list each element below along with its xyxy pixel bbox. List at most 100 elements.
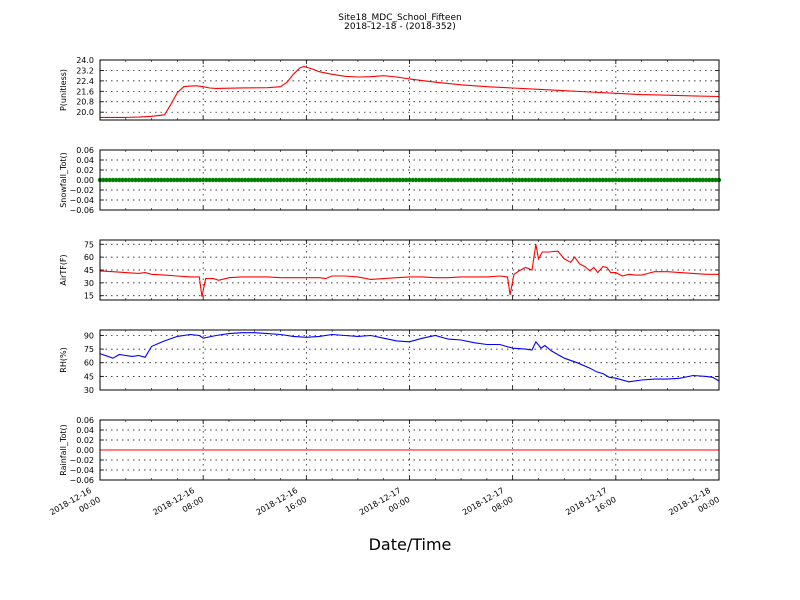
series-point <box>697 177 702 183</box>
series-point <box>700 177 706 183</box>
series-point <box>671 177 677 183</box>
series-point <box>529 177 535 183</box>
series-point <box>155 177 161 183</box>
series-point <box>652 177 657 183</box>
series-point <box>281 177 286 183</box>
series-point <box>707 177 712 183</box>
series-point <box>523 177 528 183</box>
series-point <box>120 177 125 183</box>
y-tick-label: −0.04 <box>69 466 94 475</box>
series-point <box>336 177 341 183</box>
y-axis-label: RH(%) <box>59 347 68 372</box>
series-point <box>491 177 496 183</box>
series-point <box>339 177 344 183</box>
series-point <box>713 177 718 183</box>
series-point <box>542 177 548 183</box>
series-point <box>558 177 564 183</box>
series-point <box>304 177 309 183</box>
series-point <box>194 177 199 183</box>
y-tick-label: 60 <box>84 253 94 262</box>
series-point <box>178 177 183 183</box>
series-point <box>642 177 648 183</box>
series-point <box>497 177 502 183</box>
y-tick-label: 0.04 <box>76 156 94 165</box>
series-point <box>136 177 141 183</box>
series-point <box>555 177 561 183</box>
series-point <box>420 177 425 183</box>
series-point <box>520 177 525 183</box>
panel-3: 15 30 45 60 75 AirTF(F) <box>59 239 720 301</box>
series-point <box>294 177 299 183</box>
axes-frame <box>99 419 720 481</box>
series-point <box>291 177 296 183</box>
y-tick-label: −0.06 <box>69 206 94 215</box>
series-point <box>255 177 261 183</box>
series-point <box>104 177 109 183</box>
y-tick-label: 0.06 <box>76 146 94 155</box>
series-point <box>278 177 283 183</box>
chart-title: Site18_MDC_School_Fifteen <box>338 13 461 23</box>
series-point <box>239 177 245 183</box>
series-point <box>400 177 406 183</box>
series-point <box>375 177 380 183</box>
series-point <box>552 177 557 183</box>
panels: 20.020.8 21.622.4 23.224.0 P(unitless) −0.06… <box>59 56 722 485</box>
series-point <box>175 177 180 183</box>
series-point <box>323 177 328 183</box>
series-point <box>458 177 464 183</box>
series-point <box>639 177 644 183</box>
series-point <box>629 177 635 183</box>
series-point <box>681 177 686 183</box>
series-point <box>142 177 148 183</box>
series-point <box>362 177 367 183</box>
series-point <box>101 177 106 183</box>
y-tick-label: 90 <box>84 331 94 340</box>
series-point <box>649 177 654 183</box>
series-point <box>226 177 232 183</box>
series-point <box>307 177 312 183</box>
series-point <box>691 177 696 183</box>
series-point <box>668 177 673 183</box>
y-tick-label: 75 <box>84 345 94 354</box>
series-point <box>191 177 196 183</box>
series-point <box>133 177 138 183</box>
series-point <box>594 177 599 183</box>
series-point <box>452 177 457 183</box>
series-point <box>236 177 241 183</box>
series-point <box>484 177 490 183</box>
series-point <box>310 177 315 183</box>
series-point <box>494 177 499 183</box>
series-point <box>258 177 264 183</box>
series-point <box>578 177 583 183</box>
y-tick-label: 21.6 <box>76 87 94 96</box>
series-point <box>504 177 509 183</box>
series-point <box>213 177 219 183</box>
y-axis-label: P(unitless) <box>59 69 68 111</box>
series-point <box>584 177 590 183</box>
series-point <box>571 177 577 183</box>
series-point <box>423 177 428 183</box>
series-point <box>184 177 190 183</box>
series-point <box>229 177 235 183</box>
series-point <box>475 177 480 183</box>
y-tick-label: 0.02 <box>76 436 94 445</box>
series-point <box>658 177 664 183</box>
series-point <box>613 177 619 183</box>
y-tick-label: 45 <box>84 372 94 381</box>
panel-1: 20.020.8 21.622.4 23.224.0 P(unitless) <box>59 56 720 121</box>
panel-5: −0.06−0.04−0.020.000.020.040.06 Rainfall_… <box>59 416 720 485</box>
series-point <box>246 177 251 183</box>
y-tick-label: 0.02 <box>76 166 94 175</box>
series-point <box>149 177 154 183</box>
x-axis-label: Date/Time <box>369 535 452 554</box>
series-point <box>442 177 448 183</box>
series-point <box>684 177 689 183</box>
y-tick-label: −0.06 <box>69 476 94 485</box>
axes-frame <box>99 149 720 211</box>
series-point <box>481 177 486 183</box>
series-point <box>397 177 403 183</box>
series-point <box>413 177 419 183</box>
series-point <box>297 177 303 183</box>
series-point <box>674 177 680 183</box>
